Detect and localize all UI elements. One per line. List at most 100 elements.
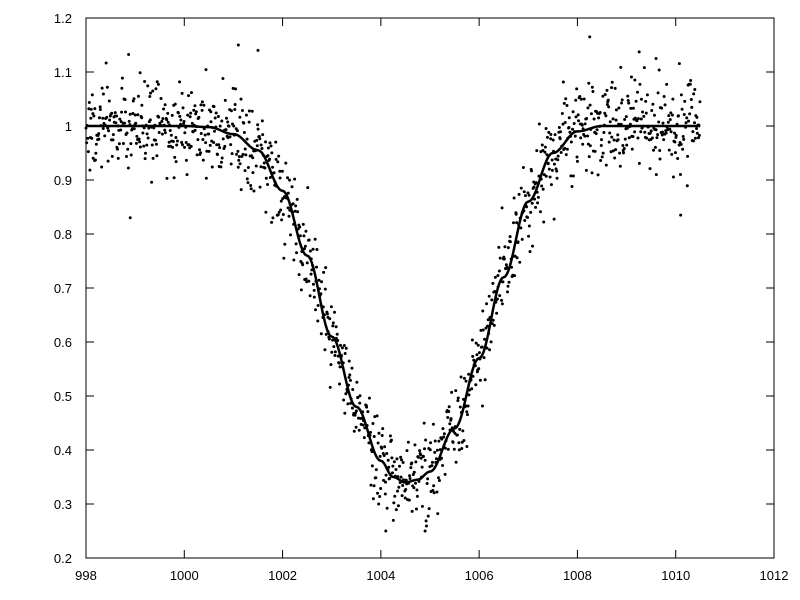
data-point — [644, 99, 648, 103]
data-point — [561, 80, 565, 84]
data-point — [311, 247, 315, 251]
data-point — [403, 496, 407, 500]
data-point — [379, 487, 383, 491]
data-point — [544, 127, 548, 130]
data-point — [380, 433, 384, 437]
data-point — [378, 494, 382, 498]
data-point — [680, 107, 684, 111]
data-point — [121, 142, 125, 146]
data-point — [670, 113, 674, 117]
data-point — [425, 482, 429, 486]
data-point — [638, 82, 642, 86]
data-point — [277, 154, 281, 158]
data-point — [219, 165, 223, 169]
y-tick-label: 0.2 — [54, 551, 72, 566]
data-point — [568, 130, 572, 134]
data-point — [578, 94, 582, 98]
data-point — [652, 148, 656, 152]
data-point — [166, 120, 170, 124]
data-point — [259, 165, 263, 169]
data-point — [571, 127, 574, 131]
data-point — [238, 115, 242, 119]
data-point — [328, 317, 332, 321]
data-point — [266, 146, 270, 150]
data-point — [645, 136, 649, 140]
data-point — [126, 147, 130, 151]
data-point — [180, 140, 184, 144]
data-point — [555, 169, 559, 173]
data-point — [157, 131, 161, 135]
data-point — [491, 318, 495, 322]
data-point — [115, 114, 119, 118]
data-point — [683, 99, 687, 103]
data-point — [194, 110, 198, 114]
data-point — [423, 529, 427, 533]
data-point — [280, 218, 284, 222]
data-point — [607, 140, 611, 144]
data-point — [362, 436, 366, 440]
data-point — [603, 92, 607, 96]
data-point — [465, 413, 469, 417]
data-point — [608, 131, 612, 135]
data-point — [370, 464, 374, 468]
data-point — [246, 181, 250, 185]
data-point — [94, 142, 98, 146]
data-point — [181, 143, 185, 147]
data-point — [475, 353, 479, 357]
data-point — [600, 155, 604, 159]
data-point — [140, 116, 144, 120]
data-point — [616, 133, 620, 137]
y-tick-label: 1 — [65, 119, 72, 134]
data-point — [288, 178, 292, 182]
data-point — [86, 150, 90, 154]
data-point — [389, 438, 393, 442]
data-point — [441, 427, 445, 431]
data-point — [392, 460, 396, 464]
data-point — [626, 94, 630, 98]
data-point — [540, 184, 544, 188]
data-point — [155, 154, 159, 158]
data-point — [532, 185, 536, 189]
data-point — [654, 57, 658, 60]
data-point — [557, 125, 561, 129]
data-point — [187, 143, 191, 147]
data-point — [384, 480, 388, 484]
data-point — [456, 396, 460, 400]
data-point — [395, 457, 399, 461]
data-point — [331, 324, 335, 328]
data-point — [485, 324, 489, 328]
data-point — [695, 126, 699, 130]
data-point — [353, 413, 357, 417]
data-point — [93, 107, 97, 111]
data-point — [404, 478, 408, 482]
data-point — [307, 238, 311, 242]
data-point — [369, 430, 372, 434]
data-point — [624, 115, 628, 119]
data-point — [559, 130, 563, 134]
data-point — [587, 81, 591, 85]
data-point — [516, 240, 520, 244]
data-point — [193, 128, 197, 132]
data-point — [244, 153, 248, 157]
data-point — [340, 346, 344, 350]
data-point — [466, 404, 470, 408]
data-point — [471, 374, 475, 378]
data-point — [391, 464, 395, 468]
data-point — [229, 162, 233, 166]
data-point — [159, 96, 163, 100]
data-point — [100, 165, 104, 169]
data-point — [383, 445, 387, 449]
data-point — [416, 455, 420, 459]
data-point — [245, 177, 249, 181]
data-point — [224, 116, 228, 120]
data-point — [307, 279, 311, 283]
data-point — [280, 169, 284, 173]
data-point — [406, 440, 410, 444]
data-point — [236, 43, 240, 47]
data-point — [614, 148, 618, 152]
data-point — [182, 119, 186, 123]
data-point — [94, 151, 98, 155]
data-point — [220, 156, 224, 160]
data-point — [480, 345, 484, 349]
data-point — [467, 393, 471, 397]
